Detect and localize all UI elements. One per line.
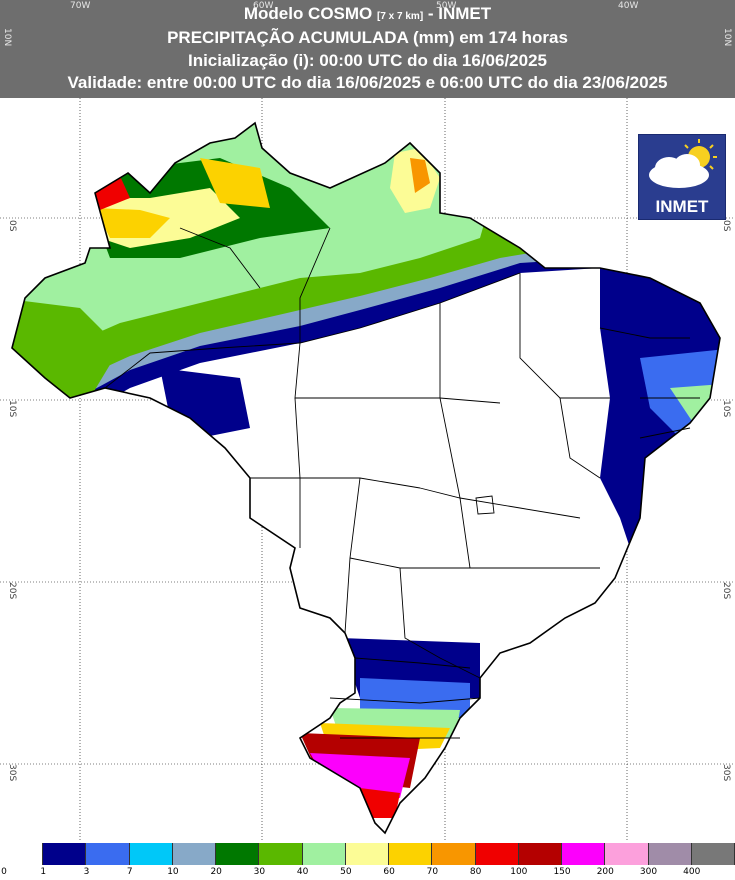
legend-swatch: [691, 843, 735, 865]
lat-tick-right-10n: 10N: [722, 28, 732, 47]
legend-label: 10: [167, 867, 179, 877]
legend-swatch: [0, 843, 44, 865]
lat-tick-left-30s: 30S: [7, 764, 17, 781]
legend-label: 7: [126, 867, 133, 877]
valid-time: Validade: entre 00:00 UTC do dia 16/06/2…: [67, 73, 668, 92]
legend-swatch: [432, 843, 476, 865]
legend-label: 40: [296, 867, 309, 877]
legend-swatch: [302, 843, 346, 865]
legend-label: 200: [596, 867, 614, 877]
legend-swatch: [259, 843, 303, 865]
legend-label: 70: [426, 867, 439, 877]
legend-swatch: [86, 843, 130, 865]
legend-label: 1: [40, 867, 47, 877]
legend-label: 400: [683, 867, 701, 877]
legend-swatch: [389, 843, 433, 865]
color-legend: 0 1 3 7 10 20 30 40 50 60 70 80 100 150 200 300 400: [0, 843, 735, 880]
legend-swatch: [562, 843, 606, 865]
legend-label: 50: [340, 867, 352, 877]
legend-label: 100: [510, 867, 528, 877]
model-title: Modelo COSMO [7 x 7 km] - INMET: [243, 4, 492, 23]
legend-swatch: [475, 843, 519, 865]
legend-label: 300: [639, 867, 658, 877]
sun-cloud-icon: [649, 139, 717, 188]
legend-label: 150: [553, 867, 571, 877]
legend-swatch: [345, 843, 390, 865]
legend-swatch: [43, 843, 87, 865]
lat-tick-left-10s: 10S: [7, 400, 17, 417]
lat-labels-left: 0S 10S 20S 30S: [7, 220, 17, 781]
legend-label: 0: [1, 867, 7, 877]
lon-tick-40w: 40W: [618, 1, 639, 11]
lon-tick-60w: 60W: [253, 1, 274, 11]
legend-label: 80: [469, 867, 482, 877]
precipitation-fields: [12, 123, 720, 833]
lon-tick-50w: 50W: [436, 1, 457, 11]
legend-label: 20: [210, 867, 222, 877]
legend-swatch: [216, 843, 260, 865]
lat-tick-left-10n: 10N: [2, 28, 12, 47]
state-borders: [104, 227, 700, 739]
logo-text: INMET: [655, 197, 709, 216]
lat-tick-right-20s: 20S: [721, 582, 731, 599]
legend-swatch: [518, 843, 563, 865]
legend-label: 60: [383, 867, 395, 877]
variable-title: PRECIPITAÇÃO ACUMULADA (mm) em 174 horas: [167, 28, 568, 47]
precipitation-map: document.getElementById('brpath-clip').s…: [0, 98, 735, 840]
lat-labels-right: 0S 10S 20S 30S: [721, 220, 731, 781]
lat-tick-right-0s: 0S: [721, 220, 731, 232]
legend-swatch: [648, 843, 692, 865]
map-header: Modelo COSMO [7 x 7 km] - INMET PRECIPIT…: [0, 0, 735, 98]
lon-tick-70w: 70W: [70, 1, 91, 11]
inmet-logo: INMET: [638, 134, 726, 220]
lat-tick-right-10s: 10S: [721, 400, 731, 417]
init-time: Inicialização (i): 00:00 UTC do dia 16/0…: [187, 51, 548, 70]
legend-label: 3: [83, 867, 90, 877]
legend-swatch: [172, 843, 217, 865]
lat-tick-right-30s: 30S: [721, 764, 731, 781]
lat-tick-left-20s: 20S: [7, 582, 17, 599]
legend-label: 30: [253, 867, 266, 877]
legend-swatch: [129, 843, 173, 865]
brazil-border: [11, 121, 721, 835]
lat-tick-left-0s: 0S: [7, 220, 17, 232]
legend-swatch: [605, 843, 649, 865]
